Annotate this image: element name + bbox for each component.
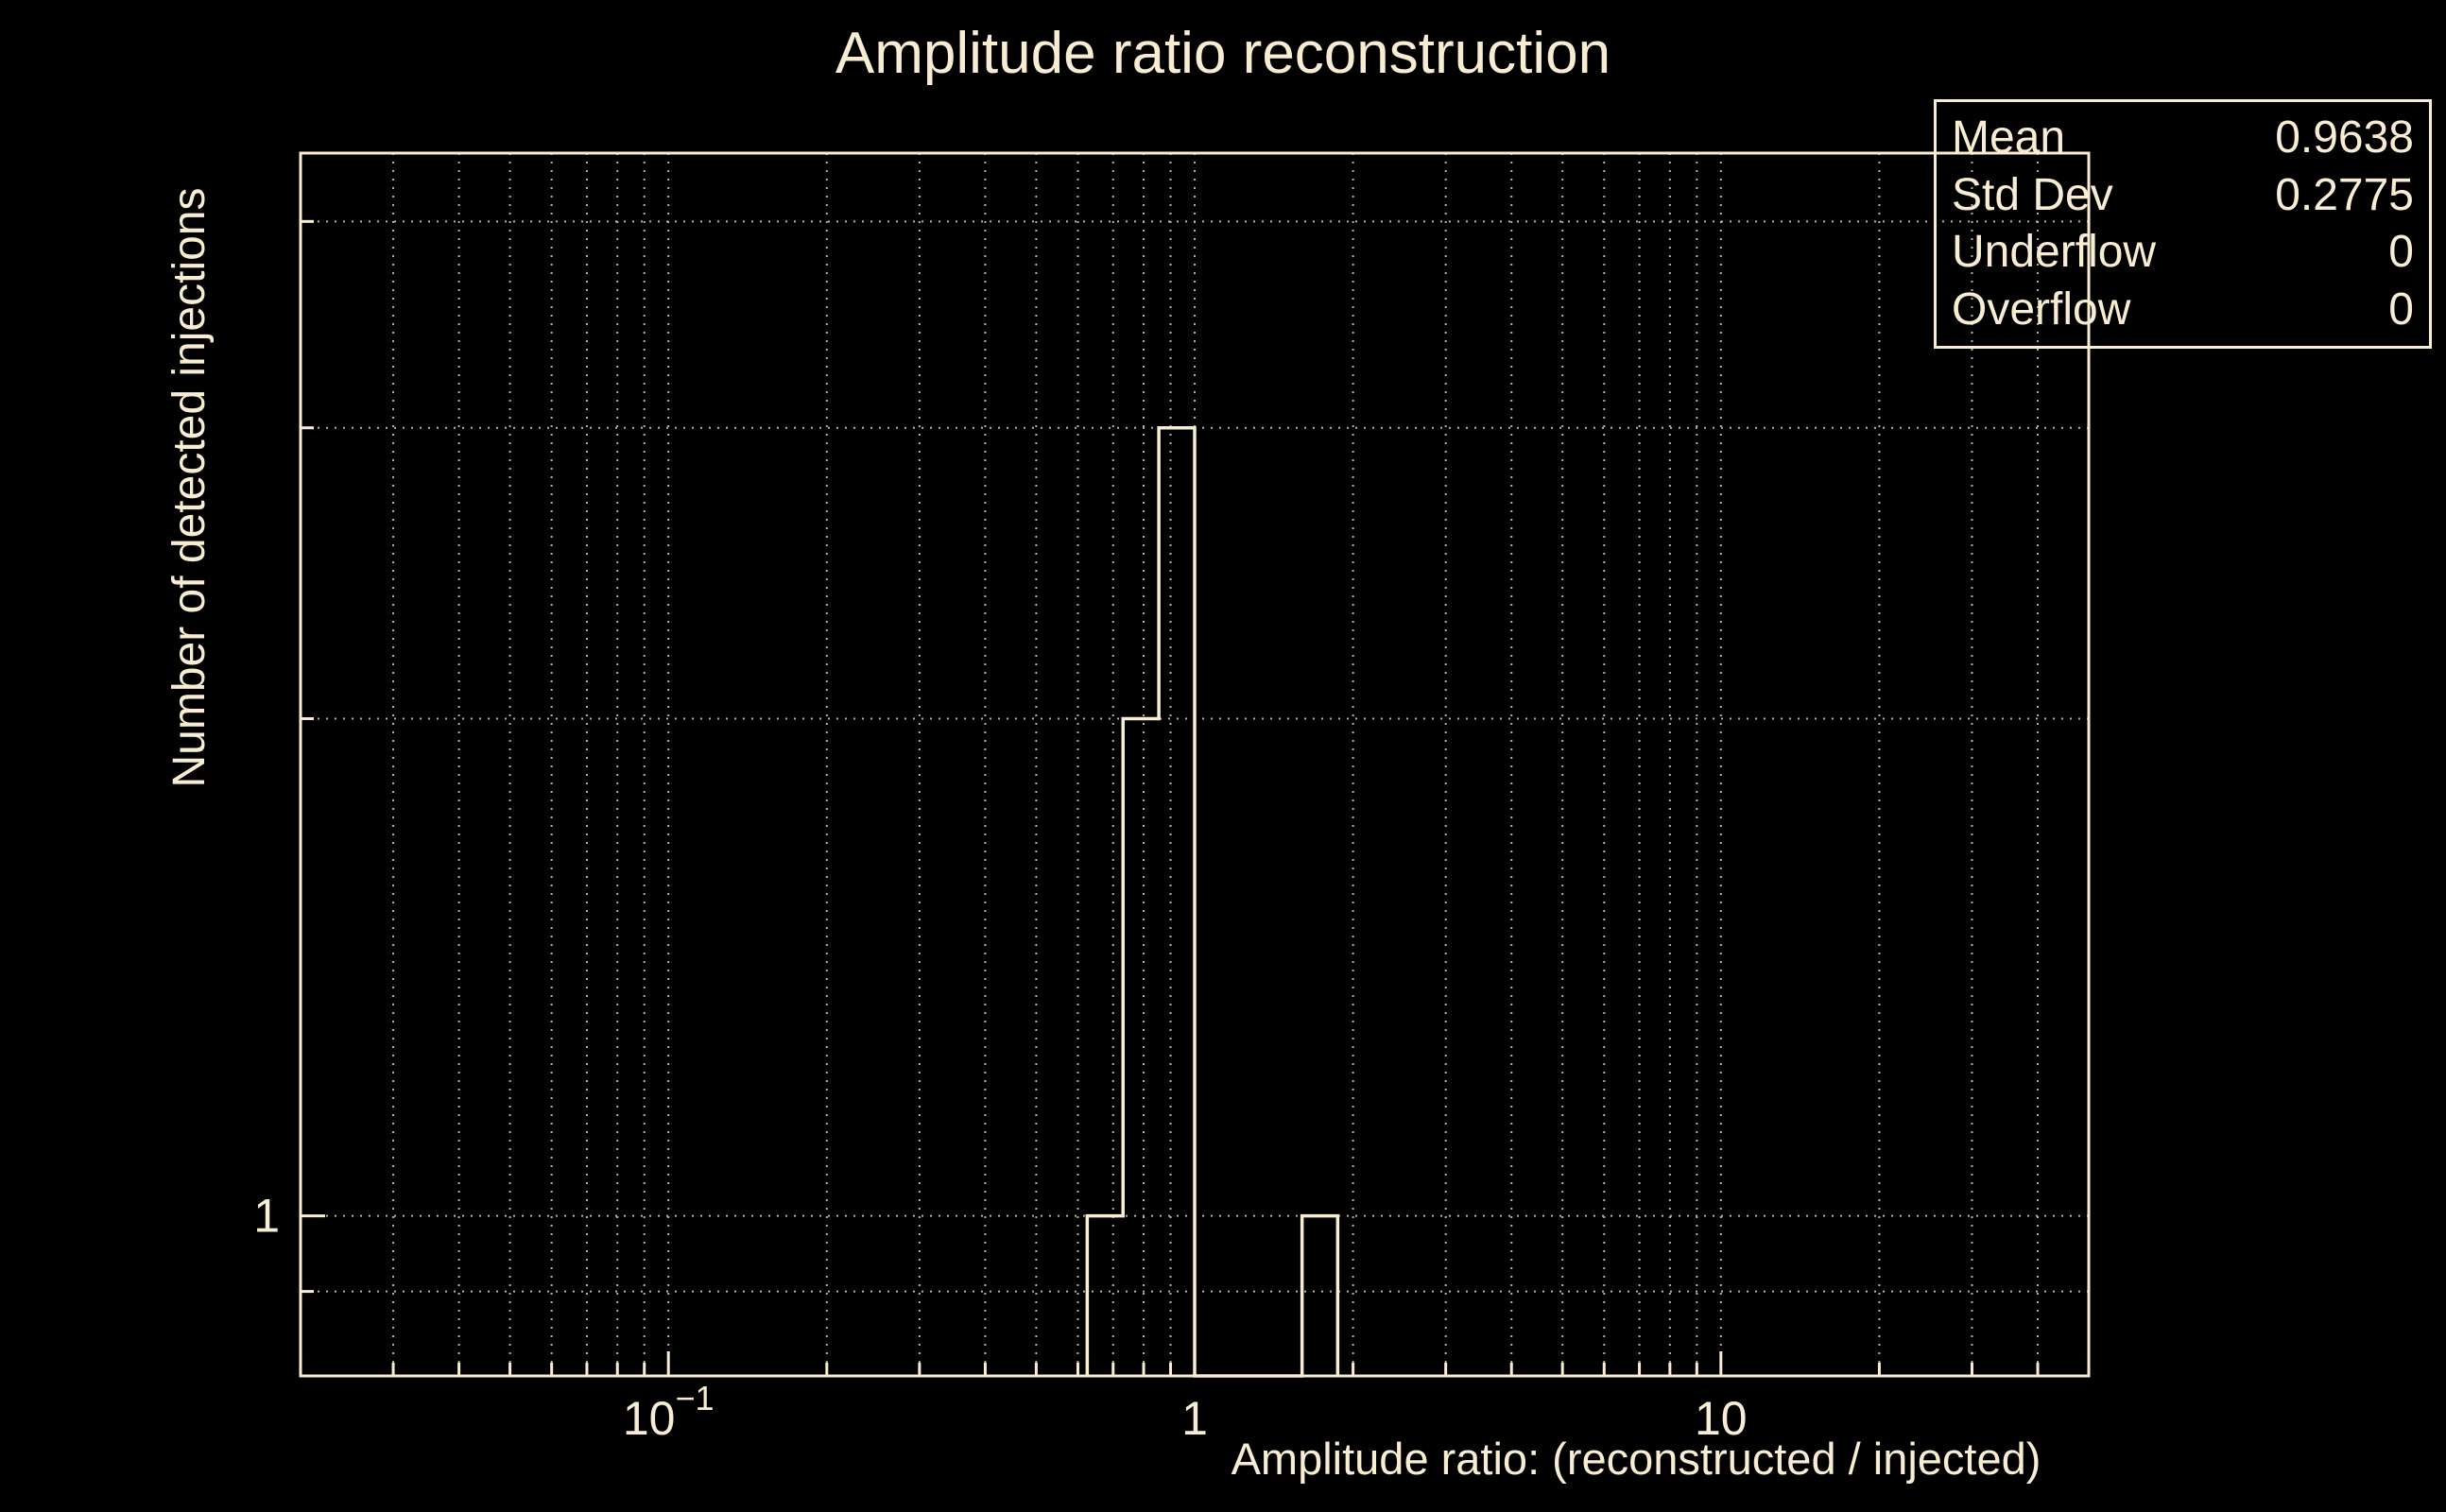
- chart-title: Amplitude ratio reconstruction: [835, 21, 1611, 86]
- stats-row: Overflow 0: [1952, 283, 2414, 337]
- stat-label: Mean: [1952, 112, 2066, 163]
- x-tick-label: 1: [1181, 1392, 1208, 1445]
- stats-row: Underflow 0: [1952, 225, 2414, 280]
- x-tick-label: 10: [1695, 1392, 1748, 1445]
- stats-row: Mean 0.9638: [1952, 111, 2414, 165]
- stat-value: 0: [2388, 284, 2414, 335]
- stat-label: Std Dev: [1952, 169, 2113, 220]
- stats-box: Mean 0.9638 Std Dev 0.2775 Underflow 0 O…: [1934, 99, 2432, 349]
- stats-row: Std Dev 0.2775: [1952, 168, 2414, 223]
- histogram-step: [1085, 425, 1340, 1378]
- y-tick-label: 1: [253, 1190, 280, 1243]
- x-tick-label: 10−1: [623, 1379, 715, 1445]
- y-axis-title: Number of detected injections: [164, 187, 215, 788]
- stat-value: 0.9638: [2275, 112, 2414, 163]
- stat-value: 0: [2388, 227, 2414, 278]
- stat-label: Overflow: [1952, 284, 2131, 335]
- stat-label: Underflow: [1952, 227, 2157, 278]
- x-axis-title: Amplitude ratio: (reconstructed / inject…: [1231, 1434, 2041, 1484]
- stat-value: 0.2775: [2275, 169, 2414, 220]
